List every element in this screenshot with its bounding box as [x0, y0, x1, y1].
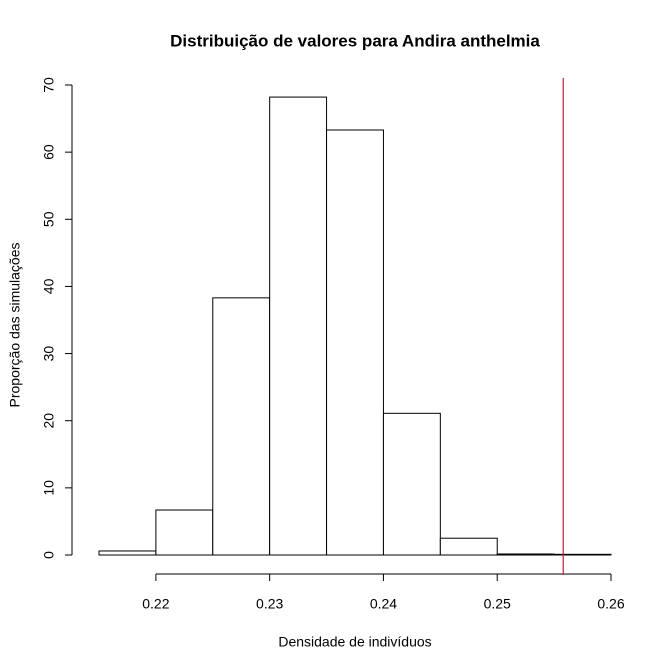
chart-title: Distribuição de valores para Andira anth…	[170, 31, 540, 50]
bar	[382, 412, 441, 556]
bar	[439, 537, 498, 556]
x-tick-label: 0.23	[256, 596, 283, 612]
y-tick-label: 10	[41, 480, 57, 496]
y-tick-label: 50	[41, 211, 57, 227]
y-tick-label: 40	[41, 278, 57, 294]
bar	[98, 550, 157, 556]
y-tick-label: 20	[41, 413, 57, 429]
y-tick-label: 0	[41, 551, 57, 559]
x-tick-label: 0.22	[142, 596, 169, 612]
x-axis-label: Densidade de indivíduos	[278, 634, 431, 650]
bar	[212, 297, 271, 556]
x-tick-label: 0.26	[597, 596, 624, 612]
y-tick-label: 70	[41, 77, 57, 93]
bar	[155, 509, 214, 556]
y-tick-label: 60	[41, 144, 57, 160]
bar	[553, 553, 612, 556]
x-tick-label: 0.25	[484, 596, 511, 612]
y-tick-label: 30	[41, 346, 57, 362]
x-tick-label: 0.24	[370, 596, 397, 612]
bar	[269, 96, 328, 556]
bar	[496, 553, 555, 556]
y-axis-label: Proporção das simulações	[7, 243, 23, 408]
bar	[326, 129, 384, 556]
